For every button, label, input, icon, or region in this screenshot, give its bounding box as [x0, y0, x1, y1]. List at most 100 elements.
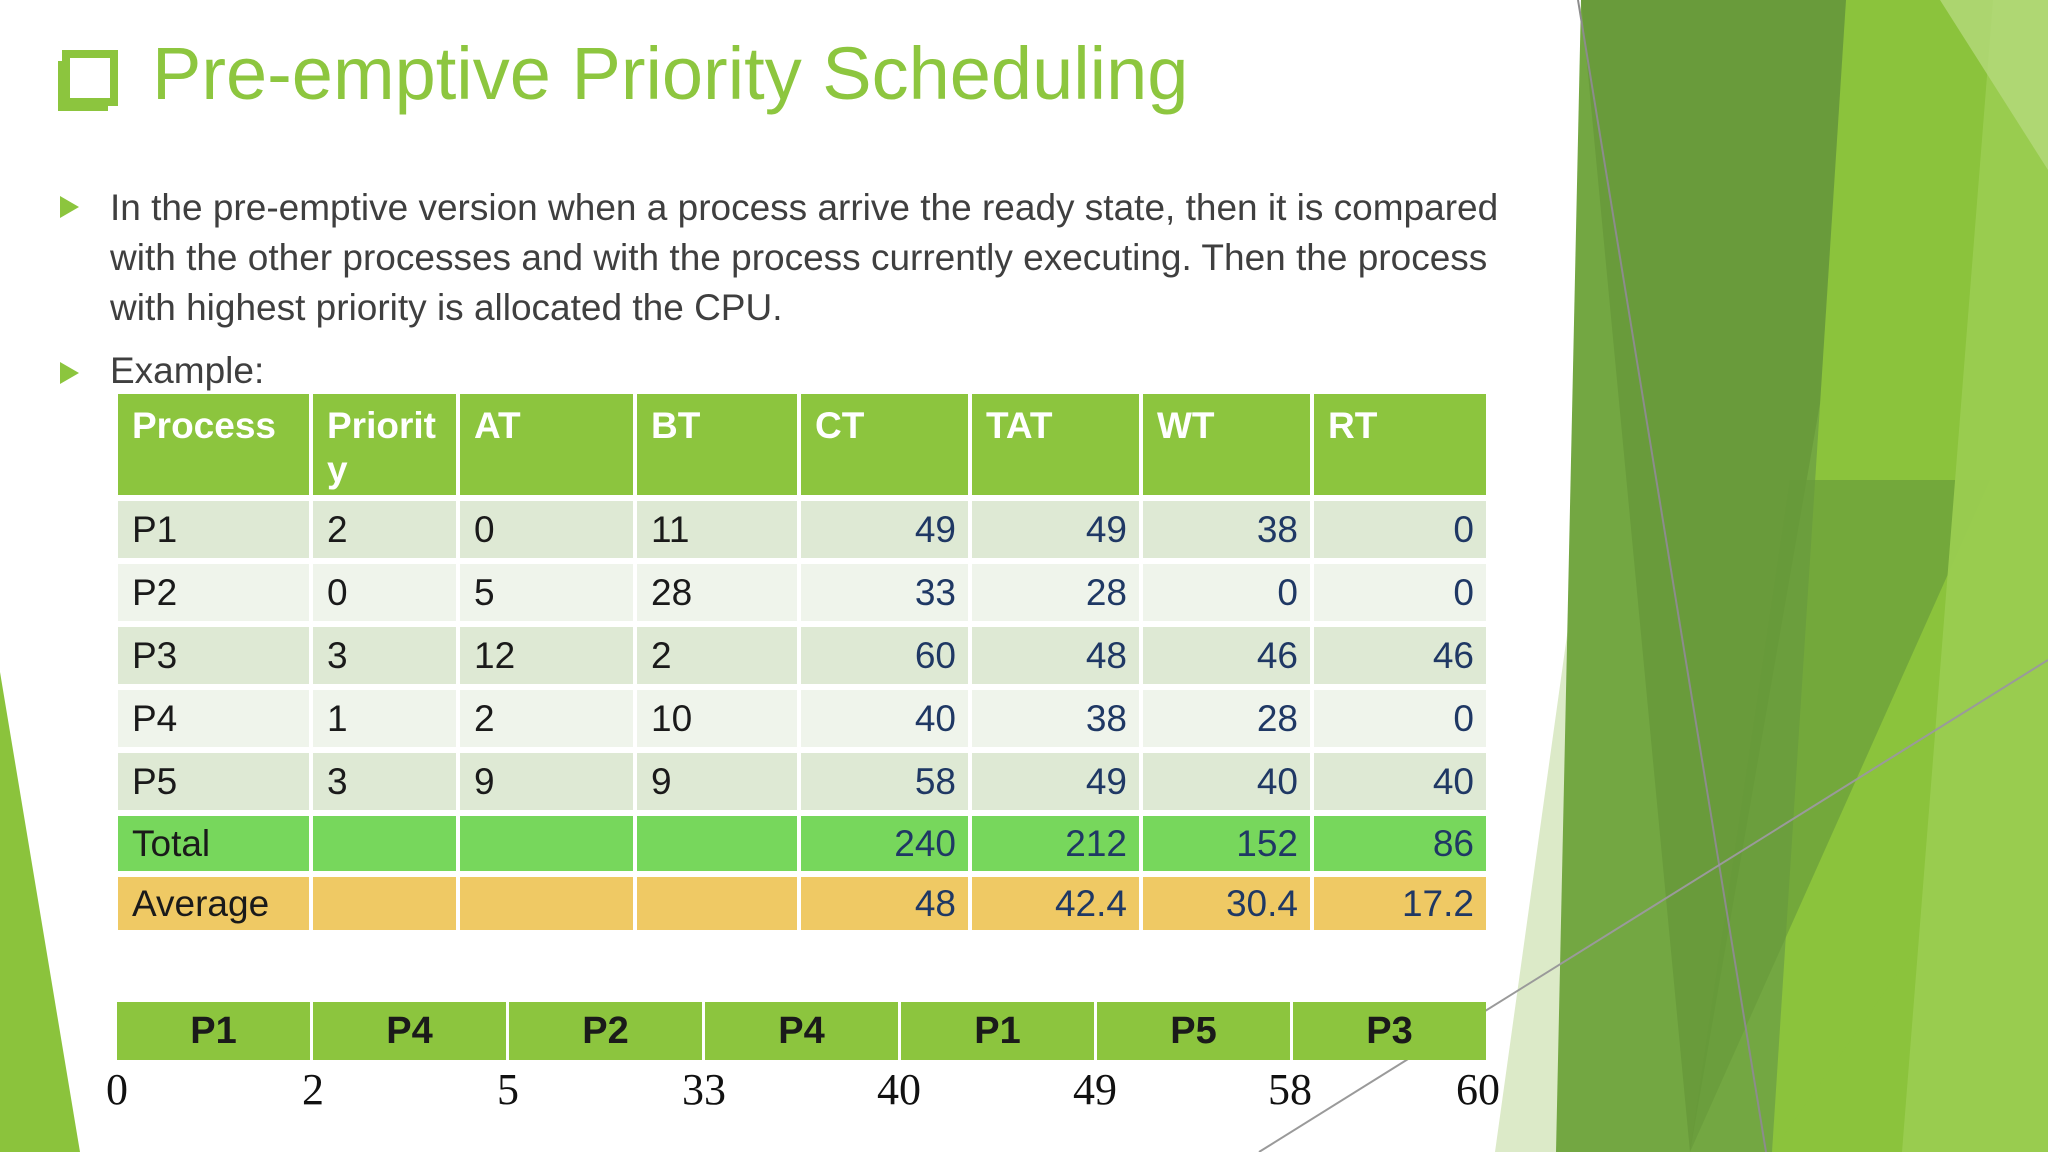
gantt-tick: 60 [1456, 1065, 1500, 1114]
total-row-label: Total [118, 816, 309, 871]
col-header-priority: Priority [313, 394, 456, 495]
table-cell [460, 816, 633, 871]
diagonal-line-2 [1258, 659, 2048, 1152]
process-table: Process Priority AT BT CT TAT WT RT P1 2… [118, 394, 1486, 930]
table-cell: 48 [972, 627, 1139, 684]
table-cell: 58 [801, 753, 968, 810]
bullet-triangle-icon [60, 362, 79, 384]
col-header-process: Process [118, 394, 309, 495]
average-row-label: Average [118, 877, 309, 930]
gantt-segment: P2 [509, 1002, 702, 1060]
table-cell: 28 [972, 564, 1139, 621]
table-cell [313, 816, 456, 871]
crossing-green-wedge [1690, 480, 1990, 1152]
table-cell: 48 [801, 877, 968, 930]
col-header-at: AT [460, 394, 633, 495]
col-header-rt: RT [1314, 394, 1486, 495]
table-cell: 0 [1143, 564, 1310, 621]
table-cell [637, 877, 797, 930]
gantt-segment: P4 [313, 1002, 506, 1060]
table-cell: 17.2 [1314, 877, 1486, 930]
col-header-bt: BT [637, 394, 797, 495]
gantt-tick: 40 [877, 1065, 921, 1114]
intro-line: In the pre-emptive version when a proces… [110, 187, 1499, 228]
slide-header: Pre-emptive Priority Scheduling [62, 26, 1188, 122]
table-cell: 30.4 [1143, 877, 1310, 930]
gantt-segment: P4 [705, 1002, 898, 1060]
col-header-wt: WT [1143, 394, 1310, 495]
gantt-tick: 0 [106, 1065, 128, 1114]
gantt-chart: P1 P4 P2 P4 P1 P5 P3 [117, 1002, 1486, 1060]
table-cell: 49 [972, 501, 1139, 558]
table-cell: 28 [1143, 690, 1310, 747]
table-cell: 152 [1143, 816, 1310, 871]
gantt-tick: 33 [682, 1065, 726, 1114]
table-cell: 12 [460, 627, 633, 684]
example-label: Example: [110, 350, 265, 391]
table-cell: 60 [801, 627, 968, 684]
gantt-segment: P1 [901, 1002, 1094, 1060]
table-cell: 40 [1143, 753, 1310, 810]
table-cell: 49 [801, 501, 968, 558]
bottom-left-green-wedge [0, 672, 80, 1152]
table-cell: 42.4 [972, 877, 1139, 930]
table-cell: P4 [118, 690, 309, 747]
table-cell: 0 [1314, 690, 1486, 747]
gantt-segment: P1 [117, 1002, 310, 1060]
table-cell: 40 [801, 690, 968, 747]
gantt-tick: 2 [302, 1065, 324, 1114]
table-cell: 46 [1314, 627, 1486, 684]
table-cell: 0 [1314, 501, 1486, 558]
table-cell: 2 [460, 690, 633, 747]
table-cell: 0 [460, 501, 633, 558]
table-cell: 3 [313, 753, 456, 810]
table-cell: 240 [801, 816, 968, 871]
table-cell: 9 [637, 753, 797, 810]
table-cell [313, 877, 456, 930]
table-cell: P5 [118, 753, 309, 810]
title-checkbox-icon [62, 50, 118, 106]
table-cell: 28 [637, 564, 797, 621]
table-cell: 1 [313, 690, 456, 747]
intro-paragraph: In the pre-emptive version when a proces… [110, 183, 1498, 333]
light-green-edge-band [1902, 0, 2048, 1152]
table-cell: P1 [118, 501, 309, 558]
table-cell: 2 [637, 627, 797, 684]
gantt-segment: P3 [1293, 1002, 1486, 1060]
table-cell: 5 [460, 564, 633, 621]
table-cell: 38 [1143, 501, 1310, 558]
table-cell: 9 [460, 753, 633, 810]
gantt-segment: P5 [1097, 1002, 1290, 1060]
gantt-tick: 58 [1268, 1065, 1312, 1114]
table-cell [460, 877, 633, 930]
dark-green-overlay [1581, 0, 1890, 1152]
table-cell: 3 [313, 627, 456, 684]
intro-line: with the other processes and with the pr… [110, 237, 1488, 278]
intro-line: with highest priority is allocated the C… [110, 287, 783, 328]
table-cell: 0 [313, 564, 456, 621]
table-cell: 212 [972, 816, 1139, 871]
bullet-triangle-icon [60, 196, 79, 218]
table-cell: 40 [1314, 753, 1486, 810]
page-title: Pre-emptive Priority Scheduling [152, 32, 1189, 115]
table-cell: 49 [972, 753, 1139, 810]
col-header-tat: TAT [972, 394, 1139, 495]
col-header-ct: CT [801, 394, 968, 495]
table-cell [637, 816, 797, 871]
table-cell: 86 [1314, 816, 1486, 871]
table-cell: 33 [801, 564, 968, 621]
table-cell: 10 [637, 690, 797, 747]
table-cell: P3 [118, 627, 309, 684]
table-cell: 46 [1143, 627, 1310, 684]
pale-corner-triangle [1940, 0, 2048, 170]
table-cell: 0 [1314, 564, 1486, 621]
gantt-tick: 49 [1073, 1065, 1117, 1114]
table-cell: 38 [972, 690, 1139, 747]
gantt-tick: 5 [497, 1065, 519, 1114]
table-cell: 2 [313, 501, 456, 558]
diagonal-line-1 [1577, 0, 1767, 1152]
table-cell: P2 [118, 564, 309, 621]
table-cell: 11 [637, 501, 797, 558]
